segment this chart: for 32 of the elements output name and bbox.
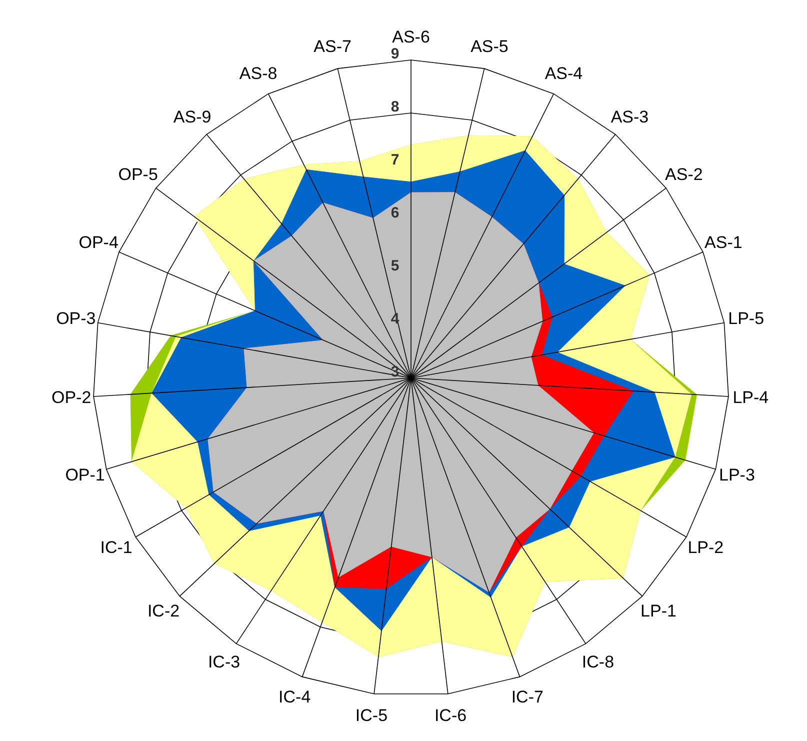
spoke-label: AS-1 (704, 233, 742, 252)
spoke-label: AS-3 (610, 107, 649, 126)
y-tick-label: 7 (390, 152, 400, 169)
spoke-label: LP-5 (728, 308, 764, 328)
spoke-label: LP-4 (732, 388, 769, 407)
spoke-label: OP-1 (65, 466, 105, 485)
spoke-label: AS-6 (392, 28, 430, 47)
spoke-label: AS-2 (665, 164, 703, 184)
spoke-label: AS-8 (239, 64, 278, 83)
spoke-label: IC-4 (278, 688, 311, 707)
y-tick-label: 8 (390, 98, 400, 116)
y-tick-label: 5 (390, 258, 400, 275)
spoke-label: IC-1 (100, 538, 132, 558)
spoke-label: LP-2 (688, 538, 724, 558)
spoke-label: OP-5 (118, 164, 158, 184)
spoke-label: LP-3 (719, 466, 755, 485)
spoke-label: OP-3 (56, 308, 96, 328)
spoke-label: AS-7 (314, 36, 352, 56)
spoke-label: IC-6 (434, 706, 467, 725)
spoke-label: IC-5 (355, 706, 388, 725)
spoke-label: AS-5 (470, 36, 508, 56)
spoke-label: LP-1 (640, 602, 676, 620)
spoke-label: IC-2 (147, 602, 180, 620)
spoke-label: OP-4 (78, 233, 118, 252)
y-tick-label: 9 (390, 46, 400, 63)
spoke-label: IC-8 (582, 652, 614, 672)
spoke-label: OP-2 (51, 388, 92, 407)
spoke-label: IC-3 (208, 652, 240, 672)
y-tick-label: 6 (390, 204, 400, 222)
spoke-label: AS-4 (544, 64, 583, 83)
spoke-label: IC-7 (511, 688, 544, 707)
spoke-label: AS-9 (173, 107, 212, 126)
